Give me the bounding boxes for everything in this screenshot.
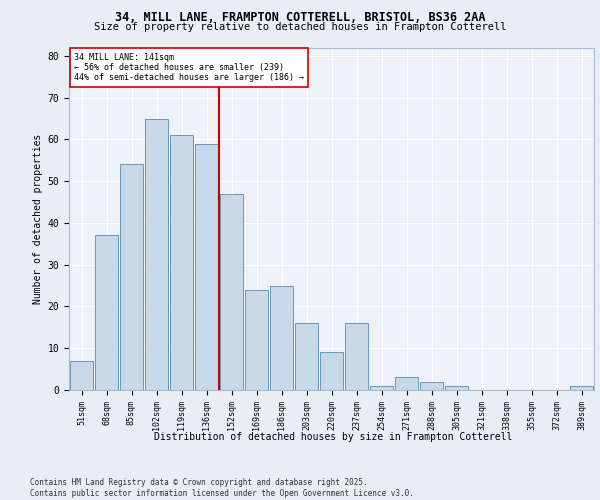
Bar: [395, 378, 418, 390]
Bar: [320, 352, 343, 390]
Bar: [370, 386, 394, 390]
Bar: [245, 290, 268, 390]
Bar: [269, 286, 293, 390]
Bar: [419, 382, 443, 390]
Bar: [569, 386, 593, 390]
Bar: [170, 135, 193, 390]
Text: 34, MILL LANE, FRAMPTON COTTERELL, BRISTOL, BS36 2AA: 34, MILL LANE, FRAMPTON COTTERELL, BRIST…: [115, 11, 485, 24]
Y-axis label: Number of detached properties: Number of detached properties: [34, 134, 43, 304]
Text: 34 MILL LANE: 141sqm
← 56% of detached houses are smaller (239)
44% of semi-deta: 34 MILL LANE: 141sqm ← 56% of detached h…: [74, 52, 304, 82]
Bar: [95, 236, 118, 390]
Text: Contains HM Land Registry data © Crown copyright and database right 2025.
Contai: Contains HM Land Registry data © Crown c…: [30, 478, 414, 498]
Bar: [344, 323, 368, 390]
Bar: [445, 386, 469, 390]
Bar: [220, 194, 244, 390]
Bar: [194, 144, 218, 390]
Bar: [145, 118, 169, 390]
Text: Size of property relative to detached houses in Frampton Cotterell: Size of property relative to detached ho…: [94, 22, 506, 32]
Bar: [119, 164, 143, 390]
Bar: [70, 361, 94, 390]
Text: Distribution of detached houses by size in Frampton Cotterell: Distribution of detached houses by size …: [154, 432, 512, 442]
Bar: [295, 323, 319, 390]
